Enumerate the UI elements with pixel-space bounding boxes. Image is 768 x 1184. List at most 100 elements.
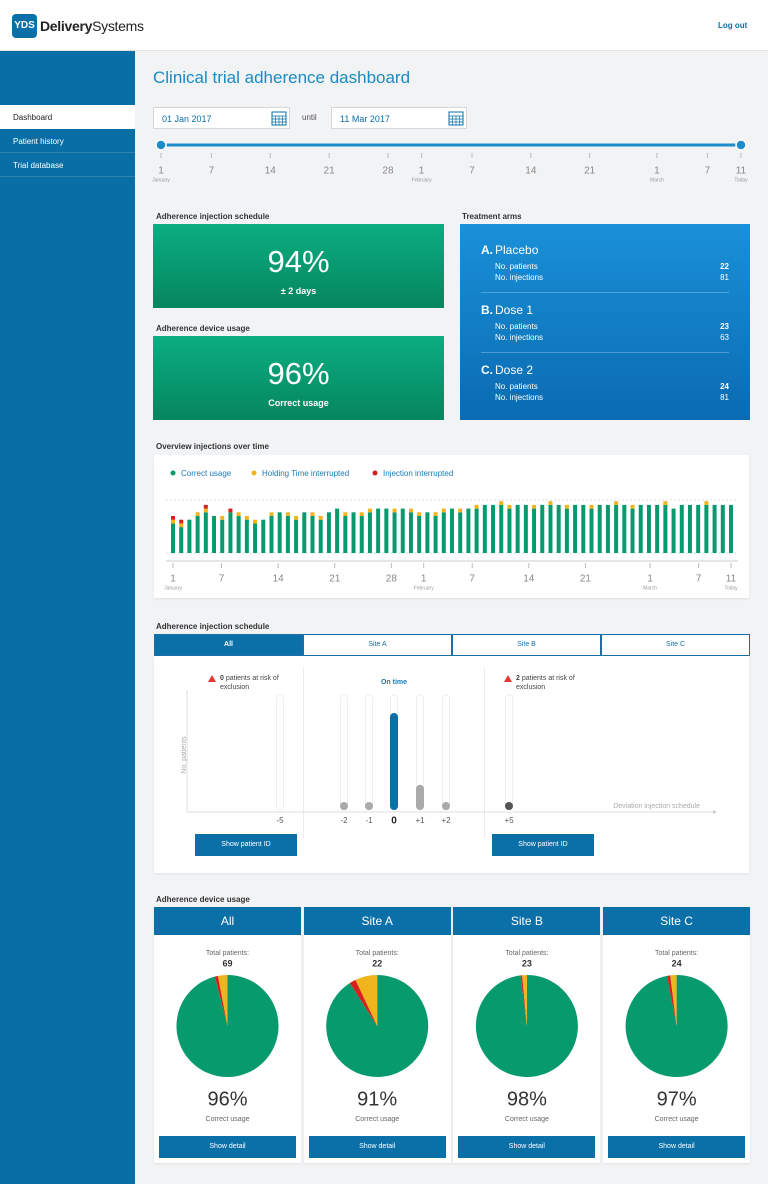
- risk-label: patients at risk of exclusion: [516, 675, 575, 691]
- nav-item[interactable]: Dashboard: [0, 105, 135, 129]
- arm-value: 23: [720, 322, 729, 331]
- button[interactable]: Show detail: [608, 1136, 746, 1158]
- bar-track: [442, 694, 450, 811]
- bar-segment: [359, 516, 364, 553]
- bar-segment: [228, 512, 233, 553]
- arm-letter: C.: [481, 363, 493, 377]
- bar-segment: [482, 504, 487, 553]
- button[interactable]: Show patient ID: [492, 834, 594, 856]
- bar-segment: [671, 508, 676, 553]
- bar-segment: [343, 512, 348, 516]
- bar-segment: [179, 527, 184, 553]
- bar-segment: [573, 504, 578, 553]
- arm-label: No. injections: [495, 393, 544, 402]
- bar-segment: [441, 512, 446, 553]
- button[interactable]: Show detail: [308, 1136, 446, 1158]
- tick-label: 14: [273, 574, 285, 585]
- bar: [340, 802, 348, 810]
- bar-segment: [261, 519, 266, 553]
- bar-segment: [532, 508, 537, 553]
- logout-link[interactable]: Log out: [718, 21, 748, 30]
- bar-segment: [450, 508, 454, 553]
- slider-handle[interactable]: [735, 139, 747, 151]
- pie-header[interactable]: All: [154, 907, 301, 935]
- bar-segment: [458, 512, 463, 553]
- bar-segment: [367, 508, 372, 513]
- bar-segment: [729, 504, 733, 553]
- pie-slice: [217, 975, 228, 1026]
- tick-label: 14: [265, 166, 277, 177]
- section-title: Overview injections over time: [156, 442, 269, 451]
- x-tick-label: +2: [441, 816, 451, 825]
- nav-item[interactable]: Trial database: [0, 153, 135, 177]
- tab[interactable]: All: [154, 634, 303, 656]
- section-title: Treatment arms: [462, 212, 522, 221]
- tick-label: 28: [382, 166, 394, 177]
- risk-count: 0: [220, 675, 224, 682]
- bar-segment: [408, 512, 413, 553]
- arm-letter: B.: [481, 303, 493, 317]
- x-axis-label: Deviation injection schedule: [613, 803, 700, 810]
- bar-segment: [203, 508, 208, 513]
- value-label: 98%: [507, 1088, 547, 1110]
- button[interactable]: Show patient ID: [195, 834, 297, 856]
- arm-value: 22: [720, 262, 729, 271]
- warning-icon: [208, 675, 216, 682]
- bar-segment: [663, 504, 668, 553]
- pie-header[interactable]: Site B: [453, 907, 601, 935]
- date-to[interactable]: 11 Mar 2017: [331, 107, 467, 129]
- bar-segment: [392, 512, 397, 553]
- tab[interactable]: Site A: [303, 634, 452, 656]
- bar-segment: [507, 504, 512, 509]
- tab[interactable]: Site C: [601, 634, 750, 656]
- bar-segment: [179, 523, 184, 528]
- x-tick-label: -1: [365, 816, 373, 825]
- tick-label: 21: [584, 166, 596, 177]
- bar-segment: [614, 501, 619, 505]
- logo-light: Systems: [92, 18, 144, 34]
- total-value: 22: [372, 958, 382, 968]
- nav-item[interactable]: Patient history: [0, 129, 135, 153]
- kpi-card: 94% ± 2 days: [153, 224, 444, 308]
- bar-segment: [679, 504, 684, 553]
- total-label: Total patients:: [655, 950, 698, 957]
- bar-segment: [704, 501, 709, 505]
- bar-segment: [499, 501, 504, 505]
- arm-value: 81: [720, 393, 729, 402]
- bar-segment: [491, 504, 496, 553]
- bar-segment: [466, 508, 471, 553]
- bar-segment: [720, 504, 725, 553]
- total-label: Total patients:: [206, 950, 249, 957]
- button[interactable]: Show detail: [458, 1136, 596, 1158]
- tick-label: 21: [324, 166, 336, 177]
- bar-segment: [253, 523, 258, 553]
- risk-text: 0 patients at risk of exclusion: [220, 674, 300, 692]
- tab[interactable]: Site B: [452, 634, 601, 656]
- pie-header[interactable]: Site C: [603, 907, 751, 935]
- bar-segment: [548, 501, 553, 505]
- bar-segment: [376, 508, 381, 553]
- total-label: Total patients:: [505, 950, 548, 957]
- bar-track: [340, 694, 348, 811]
- slider-handle[interactable]: [155, 139, 167, 151]
- kpi-caption: ± 2 days: [280, 286, 317, 296]
- bar-track: [365, 694, 373, 811]
- tick-label: 14: [523, 574, 535, 585]
- x-tick-label: -2: [340, 816, 348, 825]
- caption: Correct usage: [355, 1116, 399, 1123]
- date-from[interactable]: 01 Jan 2017: [153, 107, 290, 129]
- tick-label: 21: [329, 574, 341, 585]
- bar-segment: [343, 516, 348, 553]
- bar-segment: [244, 516, 249, 520]
- center-panel: [303, 668, 485, 838]
- logo-bold: Delivery: [40, 18, 93, 34]
- kpi-card: 96% Correct usage: [153, 336, 444, 420]
- arm-value: 63: [720, 333, 729, 342]
- pie-header[interactable]: Site A: [303, 907, 451, 935]
- bar-segment: [548, 504, 553, 553]
- button[interactable]: Show detail: [159, 1136, 296, 1158]
- bar-segment: [458, 508, 463, 513]
- bar-segment: [269, 516, 274, 553]
